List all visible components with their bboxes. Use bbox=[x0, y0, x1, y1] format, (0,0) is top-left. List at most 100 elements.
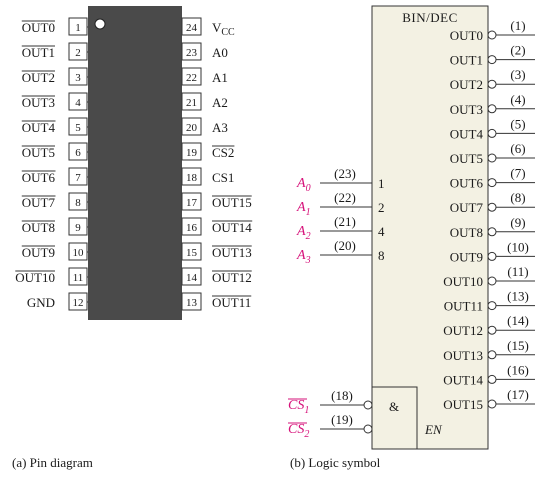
pin-label: CS1 bbox=[212, 170, 234, 185]
address-input: A3 (20) 8 bbox=[296, 238, 385, 266]
left-pin: 2 OUT1 bbox=[21, 42, 88, 61]
input-pin-number: (22) bbox=[334, 190, 356, 205]
pin-number: 21 bbox=[186, 97, 197, 109]
pin-number: 18 bbox=[186, 172, 198, 184]
pin-box bbox=[181, 42, 202, 61]
output-label: OUT13 bbox=[443, 348, 483, 363]
inversion-bubble bbox=[487, 325, 497, 335]
output-label: OUT5 bbox=[450, 151, 483, 166]
pin-diagram: 1OUT02OUT13OUT24OUT35OUT46OUT57OUT68OUT7… bbox=[15, 6, 253, 320]
left-pin: 9 OUT8 bbox=[21, 217, 88, 236]
pin-label: OUT15 bbox=[212, 195, 252, 210]
output-label: OUT7 bbox=[450, 200, 484, 215]
right-pin: 13 OUT11 bbox=[181, 292, 252, 311]
pin-label: GND bbox=[27, 295, 55, 310]
pin-number: 10 bbox=[73, 247, 85, 259]
left-pin: 6 OUT5 bbox=[21, 142, 88, 161]
pin-box bbox=[181, 92, 202, 111]
input-weight: 4 bbox=[378, 224, 385, 239]
decoder-output: OUT15 (17) bbox=[443, 387, 535, 412]
decoder-block bbox=[371, 5, 489, 450]
pin-label: OUT2 bbox=[22, 70, 55, 85]
output-pin-number: (4) bbox=[510, 92, 525, 107]
inversion-bubble bbox=[487, 128, 497, 138]
pin-label: A1 bbox=[212, 70, 228, 85]
pin-label: A3 bbox=[212, 120, 228, 135]
output-pin-number: (10) bbox=[507, 239, 529, 254]
decoder-output: OUT8 (9) bbox=[450, 215, 535, 240]
decoder-output: OUT0 (1) bbox=[450, 18, 535, 43]
pin-label: OUT6 bbox=[22, 170, 56, 185]
left-pin: 8 OUT7 bbox=[21, 192, 88, 211]
output-pin-number: (3) bbox=[510, 67, 525, 82]
input-name: A1 bbox=[296, 200, 311, 218]
output-pin-number: (2) bbox=[510, 43, 525, 58]
right-pin: 23 A0 bbox=[181, 42, 228, 61]
right-pin: 14 OUT12 bbox=[181, 267, 252, 286]
chip-select-input: CS1 (18) bbox=[288, 388, 373, 416]
left-pin: 12 GND bbox=[27, 292, 88, 311]
pin-box bbox=[181, 192, 202, 211]
output-pin-number: (5) bbox=[510, 116, 525, 131]
inversion-bubble bbox=[487, 178, 497, 188]
left-pin: 7 OUT6 bbox=[21, 167, 88, 186]
pin1-indicator-dot bbox=[94, 18, 106, 30]
pin-label: OUT8 bbox=[22, 220, 55, 235]
chip-select-name: CS1 bbox=[288, 398, 309, 416]
pin-label: VCC bbox=[212, 20, 235, 38]
pin-number: 15 bbox=[186, 247, 198, 259]
decoder-output: OUT7 (8) bbox=[450, 190, 535, 215]
input-name: A0 bbox=[296, 176, 311, 194]
enable-block bbox=[371, 386, 418, 450]
pin-number: 4 bbox=[75, 97, 81, 109]
input-weight: 2 bbox=[378, 200, 385, 215]
pin-label: OUT5 bbox=[22, 145, 55, 160]
pin-label: OUT12 bbox=[212, 270, 252, 285]
output-pin-number: (9) bbox=[510, 215, 525, 230]
right-pin: 15 OUT13 bbox=[181, 242, 252, 261]
left-pin: 10 OUT9 bbox=[21, 242, 88, 261]
chip-select-pin-number: (18) bbox=[331, 388, 353, 403]
decoder-output: OUT3 (4) bbox=[450, 92, 535, 117]
decoder-output: OUT6 (7) bbox=[450, 166, 535, 191]
decoder-output: OUT1 (2) bbox=[450, 43, 535, 68]
input-weight: 8 bbox=[378, 248, 385, 263]
pin-number: 9 bbox=[75, 222, 81, 234]
pin-box bbox=[181, 67, 202, 86]
output-pin-number: (7) bbox=[510, 166, 525, 181]
inversion-bubble bbox=[487, 79, 497, 89]
pin-box bbox=[181, 242, 202, 261]
output-pin-number: (13) bbox=[507, 289, 529, 304]
pin-number: 23 bbox=[186, 47, 198, 59]
output-label: OUT1 bbox=[450, 53, 483, 68]
ic-body bbox=[88, 6, 182, 320]
left-pin: 3 OUT2 bbox=[21, 67, 88, 86]
decoder-output: OUT11 (13) bbox=[444, 289, 535, 314]
output-pin-number: (14) bbox=[507, 313, 529, 328]
inversion-bubble bbox=[487, 399, 497, 409]
inversion-bubble bbox=[487, 374, 497, 384]
left-pin: 1 OUT0 bbox=[21, 17, 88, 36]
output-label: OUT0 bbox=[450, 28, 483, 43]
pin-number: 7 bbox=[75, 172, 81, 184]
output-label: OUT14 bbox=[443, 372, 483, 387]
pin-number: 17 bbox=[186, 197, 198, 209]
chip-select-name: CS2 bbox=[288, 422, 309, 440]
output-label: OUT9 bbox=[450, 249, 483, 264]
pin-box bbox=[181, 217, 202, 236]
pin-box bbox=[181, 142, 202, 161]
pin-number: 5 bbox=[75, 122, 81, 134]
pin-label: CS2 bbox=[212, 145, 234, 160]
left-pin: 5 OUT4 bbox=[21, 117, 88, 136]
inversion-bubble bbox=[363, 400, 373, 410]
output-label: OUT10 bbox=[443, 274, 483, 289]
pin-box bbox=[181, 267, 202, 286]
output-label: OUT11 bbox=[444, 299, 483, 314]
output-label: OUT12 bbox=[443, 323, 483, 338]
pin-label: OUT11 bbox=[212, 295, 251, 310]
pin-number: 11 bbox=[73, 272, 84, 284]
pin-label: OUT7 bbox=[22, 195, 56, 210]
pin-label: OUT9 bbox=[22, 245, 55, 260]
pin-label: OUT14 bbox=[212, 220, 252, 235]
input-name: A3 bbox=[296, 248, 311, 266]
